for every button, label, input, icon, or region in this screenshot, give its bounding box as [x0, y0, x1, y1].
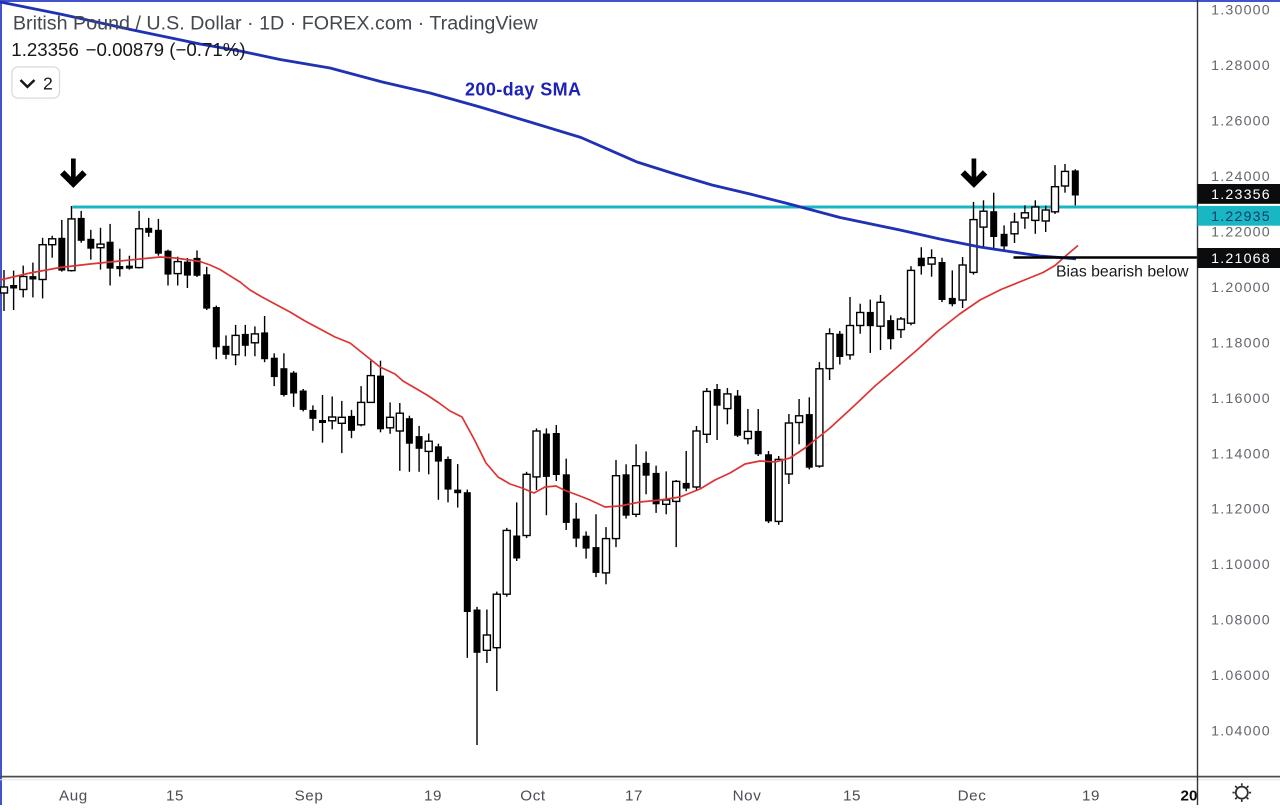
- svg-text:19: 19: [1082, 787, 1100, 804]
- svg-text:2: 2: [43, 74, 53, 94]
- svg-text:1.20000: 1.20000: [1211, 280, 1271, 296]
- svg-text:15: 15: [166, 787, 184, 804]
- svg-text:1.06000: 1.06000: [1211, 668, 1271, 684]
- svg-text:Nov: Nov: [733, 787, 762, 804]
- svg-text:Aug: Aug: [59, 787, 88, 804]
- svg-text:Bias bearish below: Bias bearish below: [1056, 264, 1189, 281]
- svg-text:1.23356: 1.23356: [1211, 187, 1271, 203]
- svg-text:1.26000: 1.26000: [1211, 114, 1271, 130]
- svg-text:1.12000: 1.12000: [1211, 502, 1271, 518]
- svg-text:1.04000: 1.04000: [1211, 724, 1271, 740]
- svg-text:1.21068: 1.21068: [1211, 251, 1271, 267]
- svg-text:1.16000: 1.16000: [1211, 391, 1271, 407]
- svg-text:1.08000: 1.08000: [1211, 613, 1271, 629]
- svg-text:Sep: Sep: [295, 787, 324, 804]
- svg-text:1.18000: 1.18000: [1211, 335, 1271, 351]
- svg-text:1.22935: 1.22935: [1211, 209, 1271, 225]
- svg-text:1.10000: 1.10000: [1211, 557, 1271, 573]
- svg-text:17: 17: [625, 787, 643, 804]
- svg-text:1.28000: 1.28000: [1211, 58, 1271, 74]
- svg-text:1.30000: 1.30000: [1211, 3, 1271, 19]
- svg-text:1.22000: 1.22000: [1211, 225, 1271, 241]
- svg-text:British Pound / U.S. Dollar ·: British Pound / U.S. Dollar · 1D · FOREX…: [13, 13, 539, 35]
- svg-text:1.14000: 1.14000: [1211, 446, 1271, 462]
- svg-text:Oct: Oct: [520, 787, 546, 804]
- svg-text:20: 20: [1181, 787, 1198, 804]
- svg-text:15: 15: [843, 787, 861, 804]
- svg-text:1.23356 −0.00879 (−0.71%): 1.23356 −0.00879 (−0.71%): [11, 39, 245, 60]
- svg-text:Dec: Dec: [958, 787, 987, 804]
- svg-text:1.24000: 1.24000: [1211, 169, 1271, 185]
- svg-text:19: 19: [424, 787, 442, 804]
- svg-text:200-day SMA: 200-day SMA: [465, 80, 581, 100]
